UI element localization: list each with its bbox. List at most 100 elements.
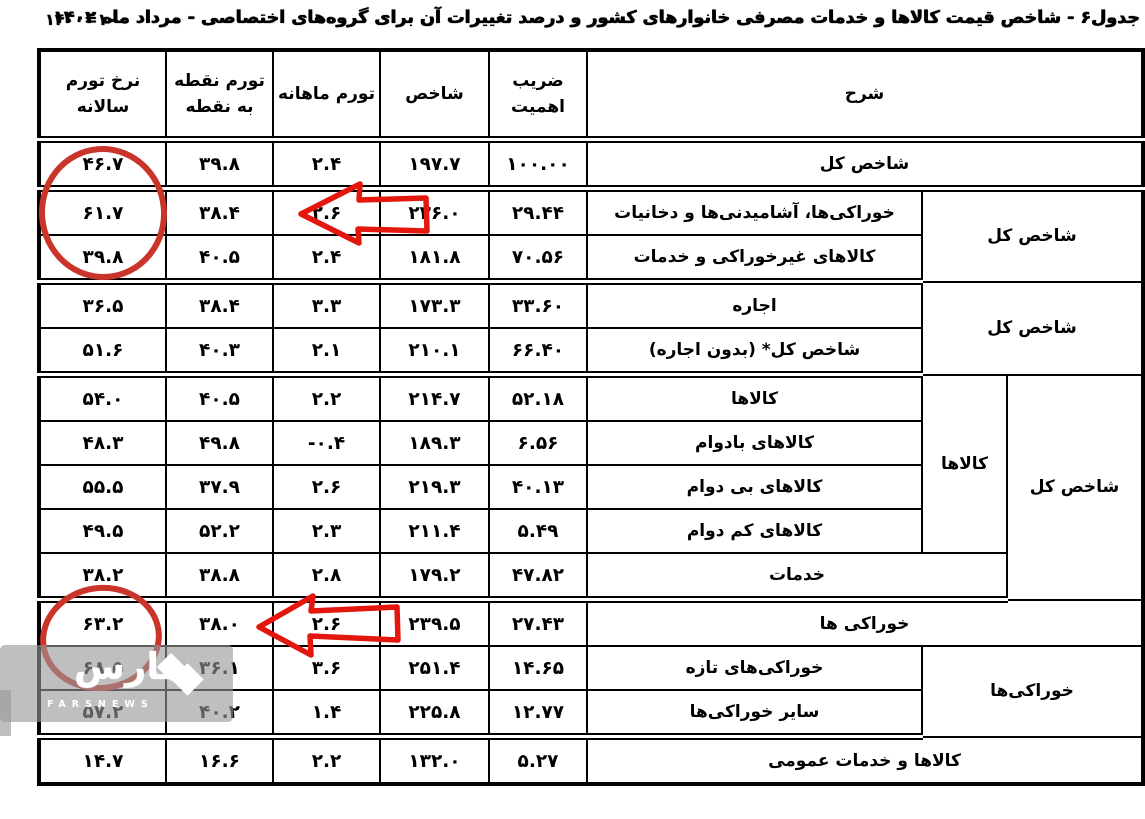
weight-cell: ۲۹.۴۴ (488, 187, 588, 236)
monthly-cell: ۲.۲ (272, 373, 381, 422)
desc-cell: کالاها (585, 373, 924, 422)
header-monthly-inflation: تورم ماهانه (272, 49, 381, 143)
index-cell: ۲۱۴.۷ (379, 373, 490, 422)
annual-cell: ۵۵.۵ (38, 464, 167, 510)
p2p-cell: ۴۹.۸ (165, 420, 274, 466)
header-weight: ضریب اهمیت (488, 49, 588, 143)
monthly-cell: ۲.۶ (272, 464, 381, 510)
annual-cell: ۵۷.۲ (38, 689, 167, 740)
weight-cell: ۵.۲۷ (488, 735, 588, 785)
index-cell: ۲۳۶.۰ (379, 187, 490, 236)
monthly-cell: ۲.۶ (272, 598, 381, 647)
index-cell: ۲۳۹.۵ (379, 598, 490, 647)
p2p-cell: ۴۰.۲ (165, 689, 274, 740)
p2p-cell: ۱۶.۶ (165, 735, 274, 785)
p2p-cell: ۳۸.۰ (165, 598, 274, 647)
table-row: خدمات ۴۷.۸۲ ۱۷۹.۲ ۲.۸ ۳۸.۸ ۳۸.۲ (38, 552, 1143, 603)
annual-cell: ۳۸.۲ (38, 552, 167, 603)
annual-cell: ۶۳.۲ (38, 598, 167, 647)
index-cell: ۲۱۱.۴ (379, 508, 490, 554)
annual-cell: ۴۸.۳ (38, 420, 167, 466)
table-row: شاخص کل اجاره ۳۳.۶۰ ۱۷۳.۳ ۳.۳ ۳۸.۴ ۳۶.۵ (38, 280, 1145, 376)
weight-cell: ۴۷.۸۲ (488, 552, 588, 603)
index-cell: ۱۷۹.۲ (379, 552, 490, 603)
desc-cell: کالاهای غیرخوراکی و خدمات (585, 234, 924, 285)
weight-cell: ۴۰.۱۳ (488, 464, 588, 510)
weight-cell: ۱۴.۶۵ (488, 645, 588, 691)
annual-cell: ۵۴.۰ (38, 373, 167, 422)
index-cell: ۱۹۷.۷ (379, 138, 490, 192)
desc-cell: شاخص کل (585, 138, 1145, 192)
annual-cell: ۱۴.۷ (38, 735, 167, 785)
monthly-cell: ۲.۱ (272, 327, 381, 378)
index-cell: ۱۷۳.۳ (379, 280, 490, 329)
annual-cell: ۳۶.۵ (38, 280, 167, 329)
annual-cell: ۶۱.۷ (38, 187, 167, 236)
outer-group-cell: شاخص کل (1006, 373, 1145, 601)
annual-cell: ۵۱.۶ (38, 327, 167, 378)
index-cell: ۱۸۱.۸ (379, 234, 490, 285)
desc-cell: کالاها و خدمات عمومی (585, 735, 1145, 785)
table-row: خوراکی ها ۲۷.۴۳ ۲۳۹.۵ ۲.۶ ۳۸.۰ ۶۳.۲ (38, 598, 1145, 647)
monthly-cell: ۲.۸ (272, 552, 381, 603)
annual-cell: ۴۶.۷ (38, 138, 167, 192)
p2p-cell: ۴۰.۵ (165, 373, 274, 422)
table-row: کالاهای کم دوام ۵.۴۹ ۲۱۱.۴ ۲.۳ ۵۲.۲ ۴۹.۵ (38, 508, 1143, 554)
table-row: کالاهای بادوام ۶.۵۶ ۱۸۹.۳ -۰.۴ ۴۹.۸ ۴۸.۳ (38, 420, 1143, 466)
monthly-cell: -۰.۴ (272, 420, 381, 466)
annual-cell: ۴۹.۵ (38, 508, 167, 554)
header-row: شرح ضریب اهمیت شاخص تورم ماهانه تورم نقط… (38, 49, 1145, 143)
table-row: شاخص کل ۱۰۰.۰۰ ۱۹۷.۷ ۲.۴ ۳۹.۸ ۴۶.۷ (38, 138, 1145, 192)
desc-cell: اجاره (585, 280, 924, 329)
group-cell: شاخص کل (921, 187, 1145, 283)
monthly-cell: ۲.۲ (272, 735, 381, 785)
index-cell: ۱۳۲.۰ (379, 735, 490, 785)
p2p-cell: ۴۰.۳ (165, 327, 274, 378)
p2p-cell: ۳۸.۴ (165, 187, 274, 236)
desc-cell: خدمات (585, 552, 1009, 603)
p2p-cell: ۳۹.۸ (165, 138, 274, 192)
header-point-to-point: تورم نقطه به نقطه (165, 49, 274, 143)
p2p-cell: ۳۷.۹ (165, 464, 274, 510)
index-cell: ۲۲۵.۸ (379, 689, 490, 740)
weight-cell: ۵۲.۱۸ (488, 373, 588, 422)
table-row: کالاهای بی دوام ۴۰.۱۳ ۲۱۹.۳ ۲.۶ ۳۷.۹ ۵۵.… (38, 464, 1143, 510)
desc-cell: سایر خوراکی‌ها (585, 689, 924, 740)
table-row: کالاها و خدمات عمومی ۵.۲۷ ۱۳۲.۰ ۲.۲ ۱۶.۶… (38, 735, 1145, 785)
weight-cell: ۷۰.۵۶ (488, 234, 588, 285)
index-cell: ۲۵۱.۴ (379, 645, 490, 691)
group-cell: کالاها (921, 373, 1009, 554)
annual-cell: ۳۹.۸ (38, 234, 167, 285)
watermark-edge-tab (0, 690, 11, 736)
weight-cell: ۱۲.۷۷ (488, 689, 588, 740)
table-row: شاخص کل* (بدون اجاره) ۶۶.۴۰ ۲۱۰.۱ ۲.۱ ۴۰… (38, 327, 1143, 378)
weight-cell: ۳۳.۶۰ (488, 280, 588, 329)
index-cell: ۲۱۰.۱ (379, 327, 490, 378)
weight-cell: ۶.۵۶ (488, 420, 588, 466)
p2p-cell: ۳۸.۴ (165, 280, 274, 329)
monthly-cell: ۲.۴ (272, 234, 381, 285)
index-cell: ۲۱۹.۳ (379, 464, 490, 510)
desc-cell: خوراکی ها (585, 598, 1145, 647)
desc-cell: کالاهای بادوام (585, 420, 924, 466)
table-row: شاخص کل خوراکی‌ها، آشامیدنی‌ها و دخانیات… (38, 187, 1145, 283)
weight-cell: ۵.۴۹ (488, 508, 588, 554)
weight-cell: ۶۶.۴۰ (488, 327, 588, 378)
page-title: جدول۶ - شاخص قیمت کالاها و خدمات مصرفی خ… (53, 8, 1140, 28)
desc-cell: کالاهای بی دوام (585, 464, 924, 510)
table-row: شاخص کل کالاها کالاها ۵۲.۱۸ ۲۱۴.۷ ۲.۲ ۴۰… (38, 373, 1145, 601)
p2p-cell: ۳۸.۸ (165, 552, 274, 603)
weight-cell: ۲۷.۴۳ (488, 598, 588, 647)
header-annual-rate: نرخ تورم سالانه (38, 49, 167, 143)
monthly-cell: ۱.۴ (272, 689, 381, 740)
p2p-cell: ۵۲.۲ (165, 508, 274, 554)
monthly-cell: ۳.۳ (272, 280, 381, 329)
desc-cell: شاخص کل* (بدون اجاره) (585, 327, 924, 378)
monthly-cell: ۲.۴ (272, 138, 381, 192)
header-description: شرح (585, 49, 1145, 143)
table-row: خوراکی‌ها خوراکی‌های تازه ۱۴.۶۵ ۲۵۱.۴ ۳.… (38, 645, 1145, 738)
p2p-cell: ۴۰.۵ (165, 234, 274, 285)
monthly-cell: ۲.۶ (272, 187, 381, 236)
desc-cell: خوراکی‌های تازه (585, 645, 924, 691)
